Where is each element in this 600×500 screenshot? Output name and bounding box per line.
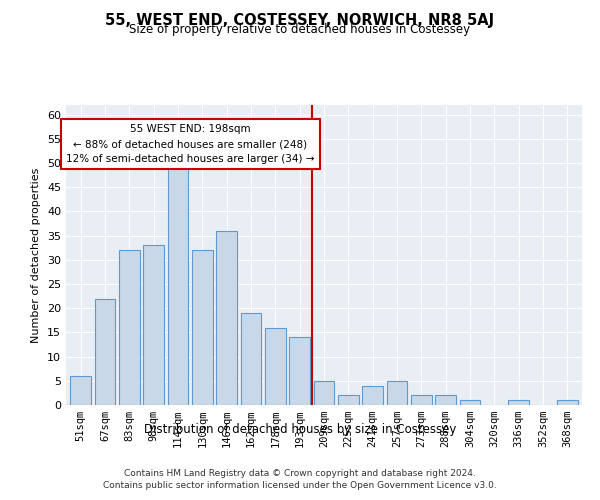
Text: Distribution of detached houses by size in Costessey: Distribution of detached houses by size … bbox=[144, 422, 456, 436]
Bar bbox=[411, 396, 432, 405]
Bar bbox=[338, 396, 359, 405]
Bar bbox=[289, 338, 310, 405]
Text: 55, WEST END, COSTESSEY, NORWICH, NR8 5AJ: 55, WEST END, COSTESSEY, NORWICH, NR8 5A… bbox=[106, 12, 494, 28]
Text: 55 WEST END: 198sqm
← 88% of detached houses are smaller (248)
12% of semi-detac: 55 WEST END: 198sqm ← 88% of detached ho… bbox=[66, 124, 314, 164]
Bar bbox=[143, 246, 164, 405]
Bar bbox=[70, 376, 91, 405]
Bar bbox=[216, 231, 237, 405]
Text: Contains HM Land Registry data © Crown copyright and database right 2024.: Contains HM Land Registry data © Crown c… bbox=[124, 468, 476, 477]
Bar bbox=[386, 381, 407, 405]
Bar bbox=[314, 381, 334, 405]
Bar bbox=[362, 386, 383, 405]
Bar bbox=[460, 400, 481, 405]
Bar bbox=[241, 313, 262, 405]
Text: Contains public sector information licensed under the Open Government Licence v3: Contains public sector information licen… bbox=[103, 481, 497, 490]
Bar bbox=[508, 400, 529, 405]
Bar bbox=[95, 298, 115, 405]
Bar bbox=[265, 328, 286, 405]
Y-axis label: Number of detached properties: Number of detached properties bbox=[31, 168, 41, 342]
Bar bbox=[119, 250, 140, 405]
Bar bbox=[167, 163, 188, 405]
Text: Size of property relative to detached houses in Costessey: Size of property relative to detached ho… bbox=[130, 22, 470, 36]
Bar bbox=[557, 400, 578, 405]
Bar bbox=[192, 250, 212, 405]
Bar bbox=[436, 396, 456, 405]
